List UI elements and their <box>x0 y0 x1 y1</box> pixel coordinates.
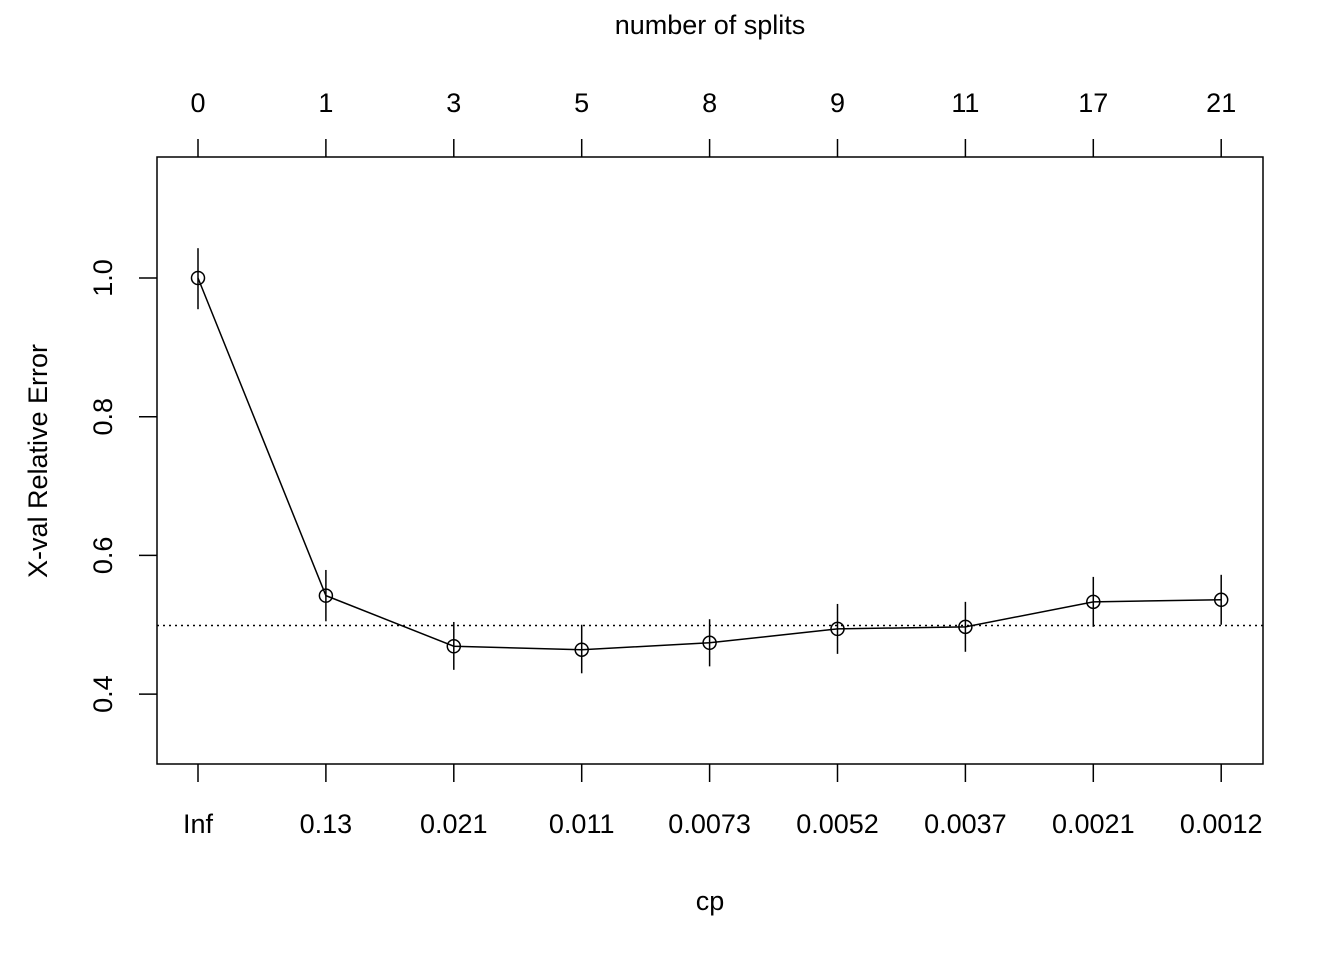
top-tick-label: 8 <box>702 88 717 118</box>
x-tick-label: 0.13 <box>300 809 353 839</box>
top-tick-label: 17 <box>1078 88 1108 118</box>
x-tick-label: 0.0073 <box>668 809 751 839</box>
x-tick-label: 0.0021 <box>1052 809 1135 839</box>
y-axis-title: X-val Relative Error <box>23 344 53 578</box>
x-tick-label: 0.0012 <box>1180 809 1263 839</box>
data-point <box>702 635 717 651</box>
top-axis-title: number of splits <box>615 10 806 40</box>
data-point <box>830 621 845 637</box>
x-tick-label: Inf <box>183 809 214 839</box>
y-tick-label: 0.8 <box>88 398 118 436</box>
data-point <box>574 642 589 657</box>
top-tick-label: 1 <box>318 88 333 118</box>
plot-frame <box>156 156 1264 765</box>
y-tick-label: 1.0 <box>88 259 118 297</box>
data-point <box>1086 594 1101 610</box>
x-axis-title: cp <box>696 886 725 916</box>
x-tick-label: 0.011 <box>549 809 615 839</box>
series-line <box>197 277 1222 651</box>
x-tick-label: 0.021 <box>420 809 488 839</box>
data-point <box>190 270 206 286</box>
data-point <box>446 638 462 654</box>
data-point <box>1213 592 1229 608</box>
top-tick-label: 0 <box>190 88 205 118</box>
top-tick-label: 9 <box>830 88 845 118</box>
top-tick-label: 5 <box>574 88 589 118</box>
top-tick-label: 3 <box>446 88 461 118</box>
y-tick-label: 0.6 <box>88 537 118 575</box>
data-point <box>318 588 334 603</box>
top-tick-label: 11 <box>951 88 979 118</box>
y-tick-label: 0.4 <box>88 675 118 713</box>
x-tick-label: 0.0052 <box>796 809 879 839</box>
x-tick-label: 0.0037 <box>924 809 1007 839</box>
top-tick-label: 21 <box>1206 88 1236 118</box>
data-point <box>958 619 973 635</box>
